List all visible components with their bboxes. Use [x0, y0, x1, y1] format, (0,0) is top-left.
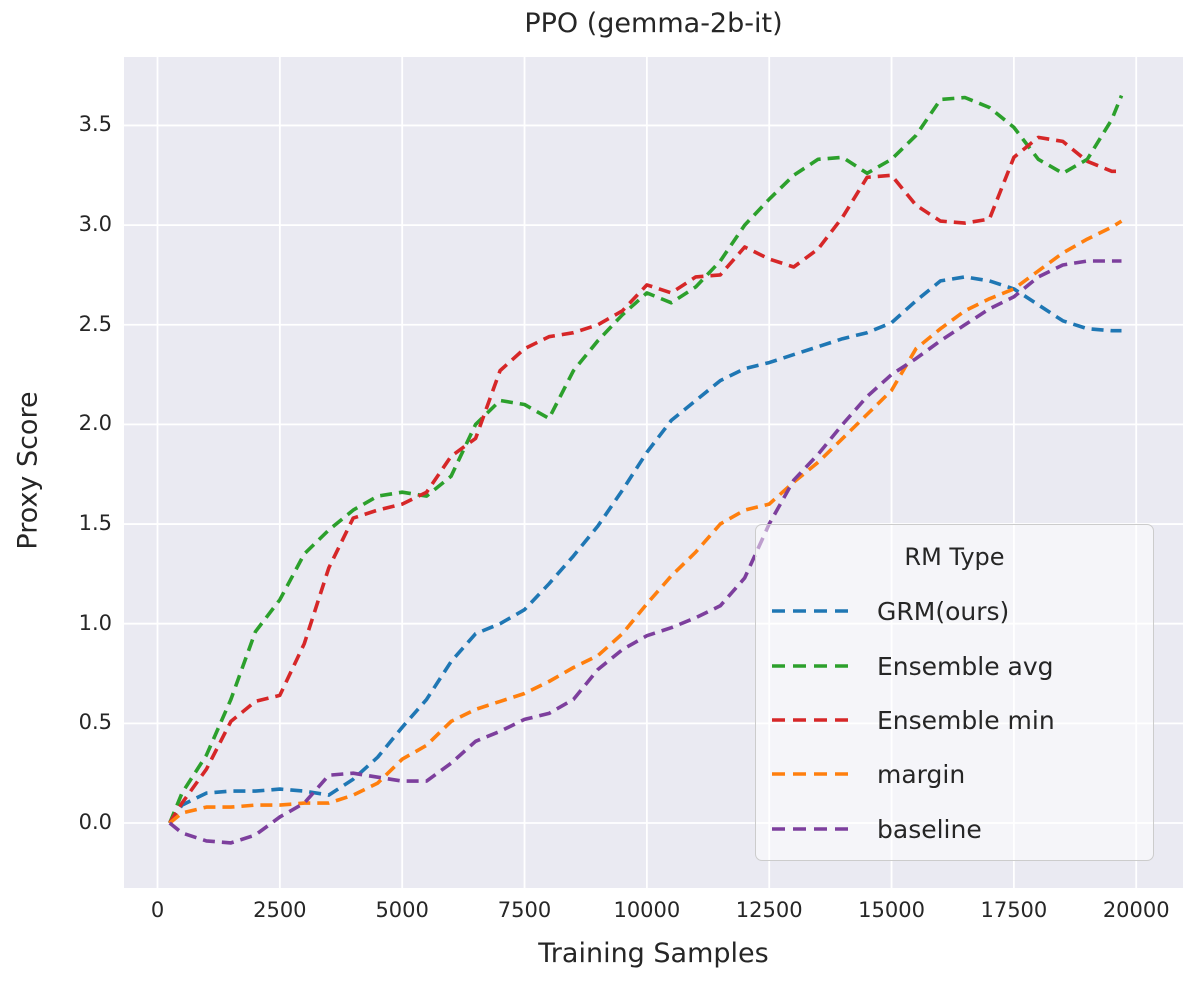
y-tick-label: 0.5 [78, 710, 112, 735]
series-line-baseline [168, 259, 1122, 845]
y-tick-label: 1.5 [78, 511, 112, 536]
legend-box: RM Type GRM(ours) Ensemble avg Ensemble mi… [755, 524, 1154, 861]
x-tick-label: 10000 [613, 898, 681, 922]
series-line-margin [168, 219, 1123, 825]
legend-dashed-line-icon [772, 827, 848, 831]
legend-dashed-line-icon [772, 609, 848, 613]
x-tick-label: 5000 [375, 898, 429, 922]
chart-title: PPO (gemma-2b-it) [524, 8, 783, 39]
legend-dashed-line-icon [772, 664, 848, 668]
y-tick-label: 2.0 [78, 411, 112, 436]
x-tick-label: 2500 [253, 898, 307, 922]
x-axis-label: Training Samples [538, 938, 769, 969]
y-tick-label: 2.5 [78, 311, 112, 336]
legend-dashed-line-icon [772, 772, 848, 776]
legend-item-label: margin [877, 759, 966, 789]
legend-item-label: Ensemble avg [877, 651, 1054, 681]
legend-item-ensemble-avg: Ensemble avg [770, 650, 1140, 682]
y-tick-label: 3.5 [78, 112, 112, 137]
y-tick-label: 3.0 [78, 212, 112, 237]
x-tick-label: 7500 [497, 898, 552, 922]
y-tick-label: 0.0 [78, 810, 112, 834]
x-tick-label: 20000 [1102, 898, 1170, 922]
legend-item-label: Ensemble min [877, 705, 1055, 735]
legend-item-baseline: baseline [770, 813, 1140, 845]
legend-dashed-line-icon [772, 718, 848, 722]
series-line-ensemble-avg [168, 94, 1124, 824]
legend-item-grm-ours-: GRM(ours) [770, 595, 1140, 627]
legend-item-ensemble-min: Ensemble min [770, 704, 1140, 736]
x-tick-label: 17500 [980, 898, 1048, 922]
y-axis-label: Proxy Score [12, 391, 44, 550]
legend-item-label: baseline [877, 814, 982, 844]
y-tick-label: 1.0 [78, 610, 112, 635]
legend-item-margin: margin [770, 758, 1140, 790]
series-line-ensemble-min [168, 135, 1122, 824]
legend-item-label: GRM(ours) [877, 596, 1010, 626]
legend-title: RM Type [904, 543, 1005, 571]
x-tick-label: 12500 [735, 898, 803, 922]
x-tick-label: 0 [150, 898, 165, 922]
series-line-grm-ours- [168, 275, 1122, 825]
x-tick-label: 15000 [858, 898, 925, 922]
